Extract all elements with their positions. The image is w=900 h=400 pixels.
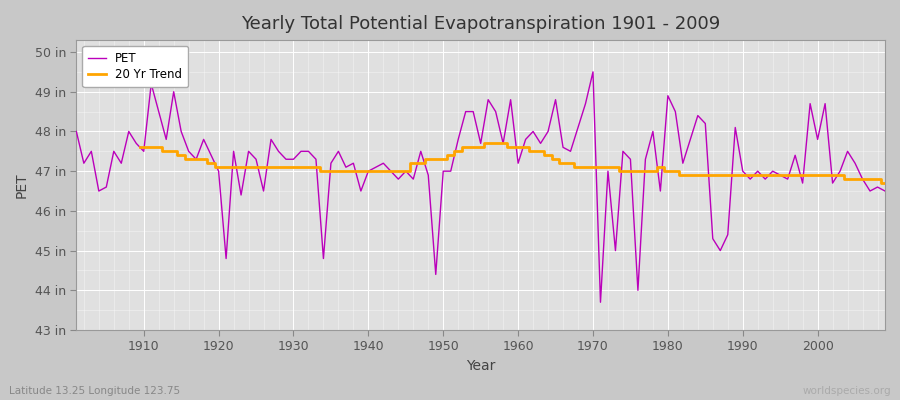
PET <box>505 97 516 102</box>
Line: PET: PET <box>76 72 885 302</box>
20 Yr Trend <box>603 165 614 170</box>
Text: worldspecies.org: worldspecies.org <box>803 386 891 396</box>
PET <box>879 189 890 194</box>
PET <box>71 129 82 134</box>
Line: 20 Yr Trend: 20 Yr Trend <box>144 143 885 183</box>
PET <box>595 300 606 305</box>
Legend: PET, 20 Yr Trend: PET, 20 Yr Trend <box>82 46 188 87</box>
Title: Yearly Total Potential Evapotranspiration 1901 - 2009: Yearly Total Potential Evapotranspiratio… <box>241 15 720 33</box>
PET <box>130 141 141 146</box>
PET <box>513 161 524 166</box>
PET <box>588 70 598 74</box>
PET <box>617 149 628 154</box>
X-axis label: Year: Year <box>466 359 495 373</box>
Y-axis label: PET: PET <box>15 172 29 198</box>
20 Yr Trend <box>879 181 890 186</box>
20 Yr Trend <box>505 145 516 150</box>
PET <box>340 165 351 170</box>
20 Yr Trend <box>340 169 351 174</box>
Text: Latitude 13.25 Longitude 123.75: Latitude 13.25 Longitude 123.75 <box>9 386 180 396</box>
20 Yr Trend <box>513 145 524 150</box>
20 Yr Trend <box>295 165 306 170</box>
PET <box>295 149 306 154</box>
